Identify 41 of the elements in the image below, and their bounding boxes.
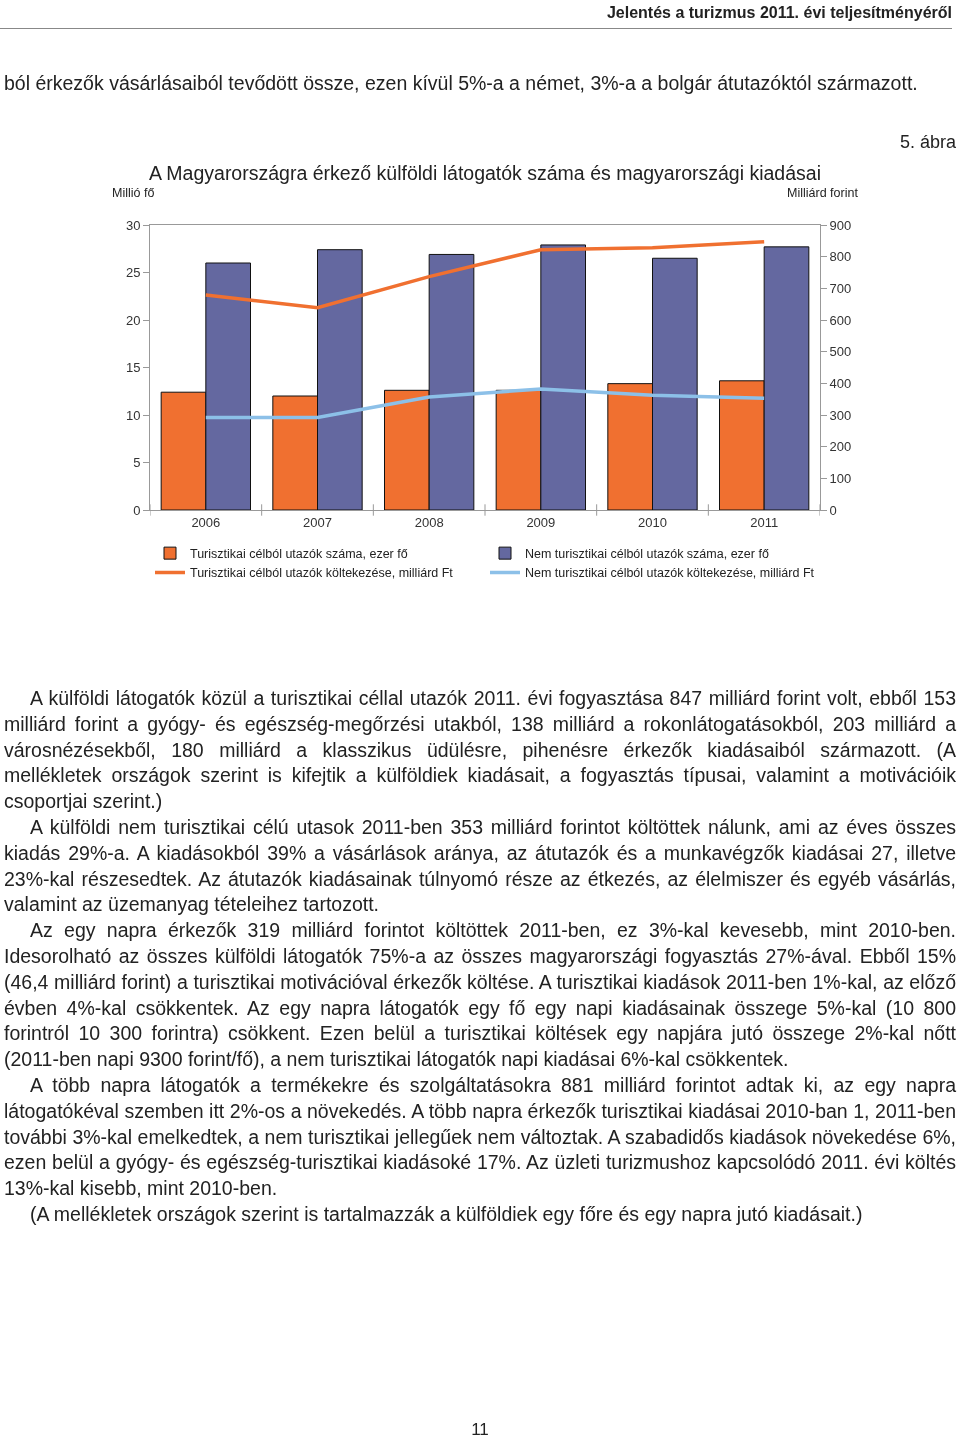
text: A külföldi látogatók közül a turisztikai céllal utazók 2011. évi fogyasztása 847 milliárd forint volt, ebből 153 milliárd forint a gyógy- és egészség-megőrzési utakból, 138 milliárd a rokonlátogatásokból, 203 milliárd a városnézésekből, 180 milliárd a klasszikus üdülésre, pihenésre érkezők kiadásaiból származott. (A mellékletek országok szerint is kifejtik a külföldiek kiadásait, a fogyasztás típusai, valamint a motivációik csoportjai szerint.) (4, 686, 956, 815)
legend-label: Nem turisztikai célból utazók költekezése, milliárd Ft (525, 566, 815, 581)
text: A több napra látogatók a termékekre és szolgáltatásokra 881 milliárd forintot adtak ki, az egy napra látogatókéval szemben itt 2%-os a növekedés. A több napra érkezők turisztikai kiadásai 2010-ban 1, 2011-ben további 3%-kal emelkedtek, a nem turisztikai jellegűek nem változtak. A szabadidős kiadások növekedése 6%, ezen belül a gyógy- és egészség-turisztikai kiadásoké 17%. Az üzleti turizmushoz kapcsolódó 2011. évi költés 13%-kal kisebb, mint 2010-ben. (4, 1072, 956, 1202)
y-tick-label: 5 (133, 455, 141, 471)
text: Az egy napra érkezők 319 milliárd forintot költöttek 2011-ben, ez 3%-kal kevesebb, mint 2010-ben. Idesorolható az összes külföldi látogatók 75%-a az összes magyarországi fogyasztás 27%-ával. Ebből 15% (46,4 milliárd forint) a turisztikai motivációval érkezők költése. A turisztikai kiadások 2011-ben 1%-kal, az előző évben 4%-kal csökkentek. Az egy napra látogatók egy fő egy napi kiadásainak összege 5%-kal (10 800 forintról 10 300 forintra) csökkent. Ezen belül a turisztikai költések egy napjára jutó összege 2%-kal nőtt (2011-ben napi 9300 forint/fő), a nem turisztikai látogatók napi kiadásai 6%-kal csökkentek. (4, 918, 956, 1073)
x-tick-label: 2006 (191, 514, 221, 530)
line-series (204, 387, 766, 420)
y2-tick-label: 500 (829, 344, 852, 360)
x-tick-label: 2007 (303, 514, 332, 530)
y2-tick-label: 400 (829, 375, 852, 391)
legend-label: Turisztikai célból utazók költekezése, milliárd Ft (190, 566, 454, 581)
y-tick-label: 30 (125, 217, 141, 233)
y-axis-title: Millió fő (112, 186, 155, 200)
line-series (204, 240, 766, 310)
y-tick-label: 15 (125, 360, 141, 376)
y2-tick-label: 100 (829, 470, 852, 486)
x-tick-label: 2008 (414, 514, 444, 530)
y2-tick-label: 300 (829, 407, 852, 423)
y2-tick-label: 800 (829, 249, 852, 265)
text: A külföldi nem turisztikai célú utasok 2011-ben 353 milliárd forintot költöttek nálunk, ami az éves összes kiadás 29%-a. A kiadásokból 39% a vásárlások aránya, az átutazók és a munkavégzők kiadásai 27, illetve 23%-kal részesedtek. Az átutazók kiadásainak túlnyomó része az étkezés, az élelmiszer és egyéb vásárlás, valamint az üzemanyag tételeihez tartozott. (4, 815, 956, 918)
legend-label: Nem turisztikai célból utazók száma, ezer fő (525, 547, 769, 561)
x-tick-label: 2010 (638, 514, 667, 530)
y2-tick-label: 600 (829, 312, 852, 328)
y2-tick-label: 700 (829, 280, 852, 296)
text: ból érkezők vásárlásaiból tevődött össze, ezen kívül 5%-a a német, 3%-a a bolgár átutazóktól származott. (4, 71, 919, 96)
x-tick-label: 2011 (750, 514, 779, 530)
y-tick-label: 0 (133, 502, 141, 518)
chart-title: A Magyarországra érkező külföldi látogatók száma és magyarországi kiadásai (149, 162, 821, 185)
x-tick-label: 2009 (526, 514, 556, 530)
text: Jelentés a turizmus 2011. évi teljesítményéről (0, 4, 952, 29)
y-tick-label: 20 (125, 312, 141, 328)
y2-axis-title: Milliárd forint (787, 186, 859, 200)
text: 11 (470, 1420, 490, 1440)
y2-tick-label: 200 (829, 439, 852, 455)
text: (A mellékletek országok szerint is tartalmazzák a külföldiek egy főre és egy napra jutó kiadásait.) (29, 1201, 864, 1227)
legend-label: Turisztikai célból utazók száma, ezer fő (190, 547, 408, 561)
y2-tick-label: 900 (829, 217, 852, 233)
y-tick-label: 25 (125, 265, 141, 281)
y2-tick-label: 0 (829, 502, 837, 518)
y-tick-label: 10 (125, 407, 141, 423)
text: 5. ábra (899, 132, 956, 153)
